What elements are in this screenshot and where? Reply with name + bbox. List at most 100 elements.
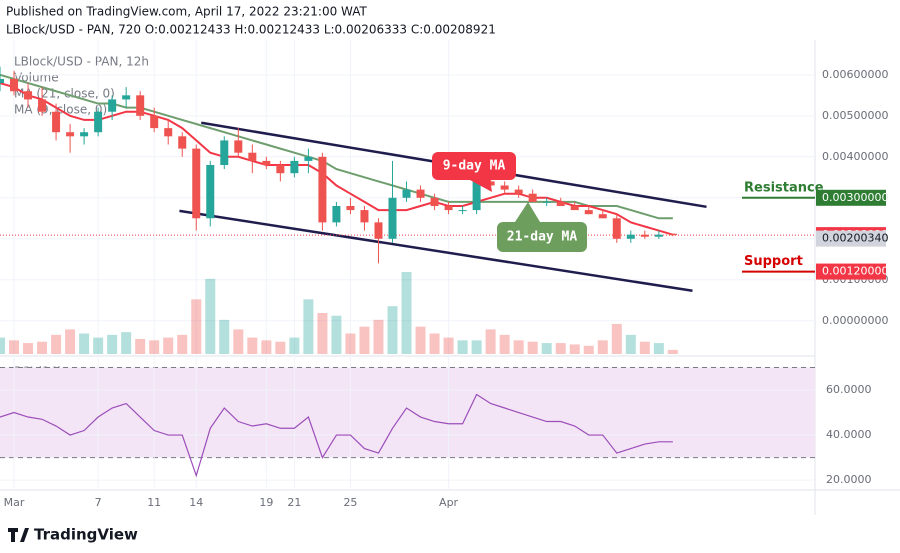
x-tick-label: Apr (439, 496, 459, 509)
candle-body (500, 185, 509, 190)
volume-bar (0, 337, 5, 354)
candle-body (514, 189, 523, 194)
candle-body (570, 205, 579, 211)
volume-bar (219, 319, 230, 354)
header-line: LBlock/USD - PAN, 720 O:0.00212433 H:0.0… (6, 23, 496, 37)
legend-volume: Volume (14, 71, 59, 85)
candle-body (640, 234, 649, 237)
candle-body (360, 210, 369, 223)
volume-bar (499, 334, 510, 354)
volume-bar (639, 341, 650, 354)
candle-body (150, 115, 159, 129)
volume-bar (37, 341, 48, 354)
volume-bar (261, 340, 272, 354)
callout-text: 21-day MA (507, 230, 578, 245)
candle-body (66, 132, 75, 137)
logo-mark (8, 528, 29, 542)
volume-bar (233, 329, 244, 354)
candle-body (304, 156, 313, 161)
price-label: 0.00300000 (822, 191, 888, 204)
price-label-box (816, 189, 886, 206)
volume-bar (569, 344, 580, 354)
volume-bar (163, 337, 174, 354)
volume-bar (541, 343, 552, 354)
volume-bar (79, 333, 90, 354)
x-tick-label: 19 (259, 496, 273, 509)
candle-body (402, 189, 411, 198)
volume-bar (667, 349, 678, 354)
candle-body (416, 189, 425, 198)
volume-bar (443, 337, 454, 354)
volume-bar (135, 338, 146, 354)
volume-bar (191, 299, 202, 354)
volume-bar (583, 345, 594, 354)
volume-bar (149, 340, 160, 354)
x-tick-label: 7 (95, 496, 102, 509)
y-tick-label: 20.0000 (826, 473, 872, 486)
candle-body (108, 99, 117, 112)
candle-body (542, 201, 551, 203)
volume-bar (387, 306, 398, 354)
logo: TradingView (8, 526, 138, 544)
candle-body (234, 140, 243, 153)
callout-pointer (515, 202, 540, 222)
rsi-band (0, 367, 815, 458)
candle-body (24, 91, 33, 100)
candle-body (192, 148, 201, 219)
candle-body (94, 111, 103, 133)
volume-bar (275, 341, 286, 354)
volume-bar (23, 343, 34, 354)
price-label: 0.00120000 (822, 265, 888, 278)
volume-bar (415, 326, 426, 354)
volume-bar (177, 334, 188, 354)
candle-body (388, 197, 397, 239)
candle-body (486, 181, 495, 186)
volume-bar (303, 299, 314, 354)
volume-bar (625, 334, 636, 354)
candle-body (10, 78, 19, 92)
volume-bar (65, 329, 76, 354)
volume-bar (429, 333, 440, 354)
candle-body (136, 95, 145, 116)
x-tick-label: Mar (4, 496, 25, 509)
volume-bar (401, 272, 412, 354)
candle-body (262, 160, 271, 166)
candle-body (276, 165, 285, 174)
callout-pointer (470, 180, 492, 192)
volume-bar (597, 340, 608, 354)
volume-bar (289, 337, 300, 354)
callout-text: 9-day MA (443, 159, 506, 174)
volume-bar (513, 340, 524, 354)
volume-bar (471, 340, 482, 354)
price-label-box (816, 230, 886, 247)
volume-bar (107, 334, 118, 354)
y-tick-label: 40.0000 (826, 428, 872, 441)
candle-body (430, 197, 439, 206)
candle-body (206, 165, 215, 219)
candle-body (458, 210, 467, 212)
candle-body (654, 234, 663, 237)
volume-bar (527, 341, 538, 354)
volume-bar (485, 329, 496, 354)
candle-body (0, 78, 4, 84)
rsi-line (0, 393, 673, 478)
volume-bar (121, 332, 132, 354)
candle-body (626, 234, 635, 239)
price-label: 0.00200340 (822, 232, 888, 245)
candle-body (444, 205, 453, 211)
candle-body (220, 140, 229, 166)
volume-bar (51, 334, 62, 354)
candle-body (668, 233, 677, 236)
legend-title: LBlock/USD - PAN, 12h (14, 55, 149, 69)
level-label: Support (744, 254, 803, 269)
candle-body (80, 132, 89, 137)
volume-bar (205, 278, 216, 354)
candle-body (528, 193, 537, 202)
trend-line (179, 209, 693, 292)
candle-body (612, 218, 621, 239)
candle-body (598, 214, 607, 219)
volume-bar (345, 333, 356, 354)
level-label: Resistance (744, 180, 824, 195)
